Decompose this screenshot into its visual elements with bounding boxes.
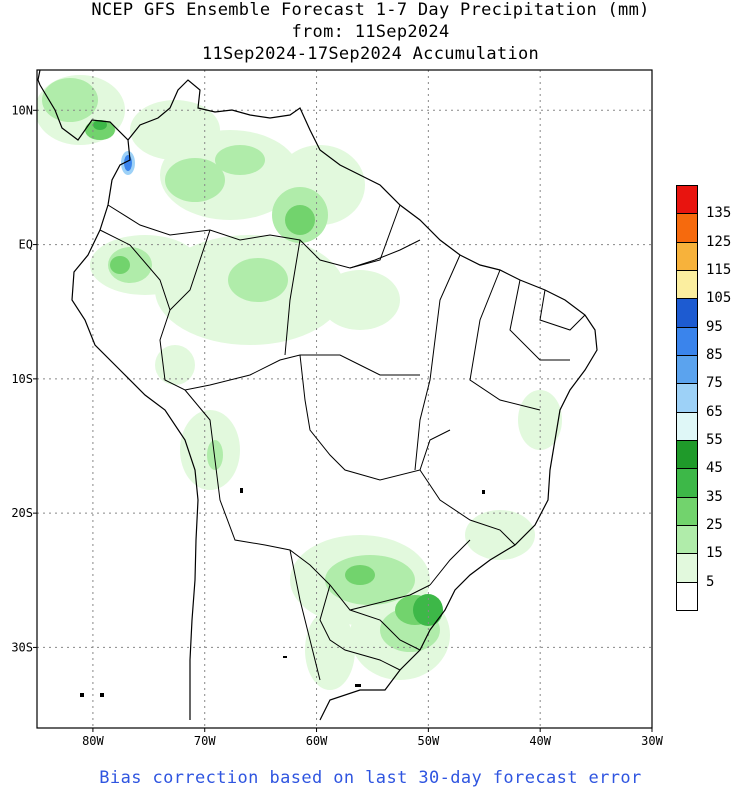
map-small-features bbox=[80, 488, 485, 697]
lon-label: 40W bbox=[529, 734, 551, 748]
colorbar-label: 55 bbox=[706, 432, 723, 448]
colorbar-label: 35 bbox=[706, 488, 723, 505]
latitude-labels: 10N EQ 10S 20S 30S bbox=[11, 103, 37, 654]
colorbar-label: 25 bbox=[706, 517, 723, 533]
colorbar-swatch bbox=[676, 326, 698, 356]
colorbar-label: 85 bbox=[706, 347, 723, 363]
colorbar-label: 75 bbox=[706, 375, 723, 392]
longitude-labels: 80W 70W 60W 50W 40W 30W bbox=[82, 728, 664, 748]
map-field bbox=[37, 70, 652, 728]
lon-label: 50W bbox=[418, 734, 440, 748]
colorbar-swatch bbox=[676, 496, 698, 526]
colorbar-label: 5 bbox=[706, 573, 715, 590]
colorbar-label: 105 bbox=[706, 290, 732, 307]
colorbar-label: 65 bbox=[706, 403, 723, 420]
colorbar-swatch bbox=[676, 298, 698, 328]
colorbar-swatch bbox=[676, 241, 698, 271]
lon-label: 80W bbox=[82, 734, 104, 748]
lat-label: 30S bbox=[11, 640, 33, 654]
colorbar-label: 95 bbox=[706, 318, 723, 335]
colorbar-swatch bbox=[676, 270, 698, 300]
precip-15-25-area bbox=[42, 78, 440, 652]
colorbar-swatch bbox=[676, 383, 698, 413]
colorbar-swatch bbox=[676, 440, 698, 470]
colorbar-swatch bbox=[676, 468, 698, 498]
title-line-3: 11Sep2024-17Sep2024 Accumulation bbox=[201, 44, 540, 64]
country-borders bbox=[99, 204, 586, 681]
precip-5-15-area bbox=[37, 75, 562, 690]
colorbar-swatch bbox=[676, 525, 698, 555]
lat-label: EQ bbox=[19, 238, 33, 252]
colorbar-label: 15 bbox=[706, 545, 723, 562]
lon-label: 60W bbox=[306, 734, 328, 748]
colorbar-swatch bbox=[676, 213, 698, 243]
colorbar-label: 135 bbox=[706, 205, 732, 222]
colorbar-swatch bbox=[676, 185, 698, 215]
colorbar-swatch bbox=[676, 355, 698, 385]
lon-label: 30W bbox=[641, 734, 663, 748]
bias-correction-note: Bias correction based on last 30-day for… bbox=[99, 768, 642, 788]
grid-lines bbox=[37, 70, 652, 728]
lon-label: 70W bbox=[194, 734, 216, 748]
lat-label: 20S bbox=[11, 506, 33, 520]
colorbar-swatch bbox=[676, 581, 698, 611]
coastlines bbox=[37, 70, 598, 721]
colorbar-label: 115 bbox=[706, 262, 732, 278]
colorbar-label: 45 bbox=[706, 460, 723, 477]
colorbar-swatch bbox=[676, 553, 698, 583]
colorbar-swatch bbox=[676, 411, 698, 441]
lat-label: 10N bbox=[11, 103, 33, 117]
colorbar-label: 125 bbox=[706, 233, 732, 250]
lat-label: 10S bbox=[11, 372, 33, 386]
map-frame bbox=[36, 69, 653, 729]
title-line-2: from: 11Sep2024 bbox=[291, 22, 450, 42]
title-line-1: NCEP GFS Ensemble Forecast 1-7 Day Preci… bbox=[91, 0, 650, 20]
